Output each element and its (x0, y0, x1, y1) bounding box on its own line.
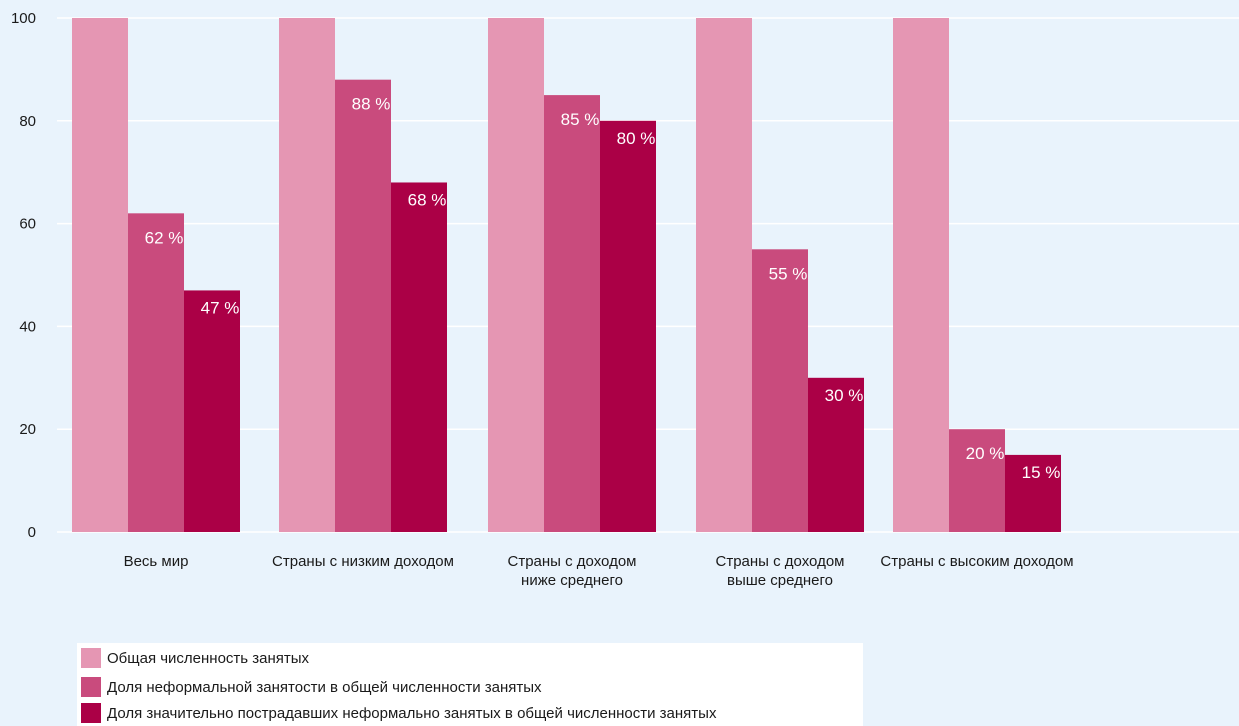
data-label: 15 % (1022, 463, 1061, 482)
data-label: 80 % (617, 129, 656, 148)
legend: Общая численность занятых Доля неформаль… (77, 643, 863, 726)
bar (279, 18, 335, 532)
bar (72, 18, 128, 532)
category-label: Страны с доходом (716, 553, 845, 570)
bar (488, 18, 544, 532)
legend-label: Доля значительно пострадавших неформальн… (107, 704, 717, 722)
x-axis-category-labels: Весь мир Страны с низким доходом Страны с … (124, 553, 1074, 589)
bar (752, 249, 808, 533)
bar-chart: 0 20 40 60 80 100 Весь мир Страны с низким дох… (11, 10, 1239, 589)
y-tick-label: 60 (19, 216, 36, 233)
bar (128, 213, 184, 532)
category-label: Страны с низким доходом (272, 553, 454, 570)
bar (1005, 454, 1061, 532)
legend-swatch (81, 677, 101, 697)
data-label: 88 % (352, 95, 391, 114)
bar (335, 79, 391, 533)
y-tick-label: 0 (28, 524, 36, 541)
data-labels: 62 % 88 % 85 % 55 % 20 % 47 % 68 % 80 % 30 % 15 % (145, 95, 1061, 482)
legend-label: Доля неформальной занятости в общей числ… (107, 678, 542, 696)
legend-item-affected-informal-share: Доля значительно пострадавших неформальн… (81, 702, 716, 724)
data-label: 20 % (966, 444, 1005, 463)
category-label: Весь мир (124, 553, 189, 570)
bar (949, 429, 1005, 532)
data-label: 55 % (769, 264, 808, 283)
legend-item-total-employment: Общая численность занятых (81, 647, 309, 669)
data-label: 68 % (408, 190, 447, 209)
bar (391, 182, 447, 533)
data-label: 47 % (201, 298, 240, 317)
y-axis-ticks: 0 20 40 60 80 100 (11, 10, 36, 541)
bar (600, 120, 656, 533)
legend-item-informal-share: Доля неформальной занятости в общей числ… (81, 676, 542, 698)
legend-label: Общая численность занятых (107, 649, 310, 667)
y-tick-label: 80 (19, 113, 36, 130)
category-label: Страны с доходом (508, 553, 637, 570)
legend-swatch (81, 648, 101, 668)
data-label: 30 % (825, 386, 864, 405)
category-label: ниже среднего (521, 572, 623, 589)
y-tick-label: 40 (19, 318, 36, 335)
bar (544, 95, 600, 532)
legend-swatch (81, 703, 101, 723)
bar (184, 290, 240, 532)
bars (72, 18, 1061, 533)
bar (893, 18, 949, 532)
data-label: 85 % (561, 110, 600, 129)
bar (696, 18, 752, 532)
bar (808, 377, 864, 532)
y-tick-label: 20 (19, 421, 36, 438)
y-tick-label: 100 (11, 10, 36, 27)
category-label: Страны с высоким доходом (880, 553, 1073, 570)
category-label: выше среднего (727, 572, 833, 589)
data-label: 62 % (145, 228, 184, 247)
